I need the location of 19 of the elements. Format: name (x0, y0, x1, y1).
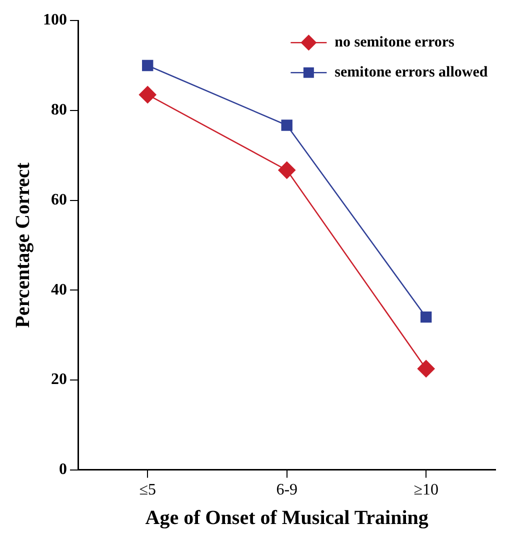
y-tick-label: 0 (59, 460, 67, 478)
point (278, 162, 296, 179)
point (420, 311, 432, 323)
legend-label: semitone errors allowed (334, 64, 488, 80)
point (142, 60, 154, 72)
x-axis-title: Age of Onset of Musical Training (145, 507, 428, 530)
y-tick-label: 60 (51, 191, 67, 208)
y-tick-label: 20 (51, 371, 67, 388)
y-tick-label: 100 (43, 12, 67, 29)
y-axis-title: Percentage Correct (12, 162, 34, 328)
legend-label: no semitone errors (334, 34, 455, 50)
y-tick-label: 80 (51, 102, 67, 119)
point (281, 120, 292, 131)
point (417, 360, 435, 378)
point (138, 86, 156, 104)
x-tick-label: 6-9 (276, 482, 298, 499)
y-tick-label: 40 (51, 281, 67, 298)
x-tick-label: ≥10 (414, 482, 438, 499)
x-tick-label: ≤5 (139, 482, 156, 499)
